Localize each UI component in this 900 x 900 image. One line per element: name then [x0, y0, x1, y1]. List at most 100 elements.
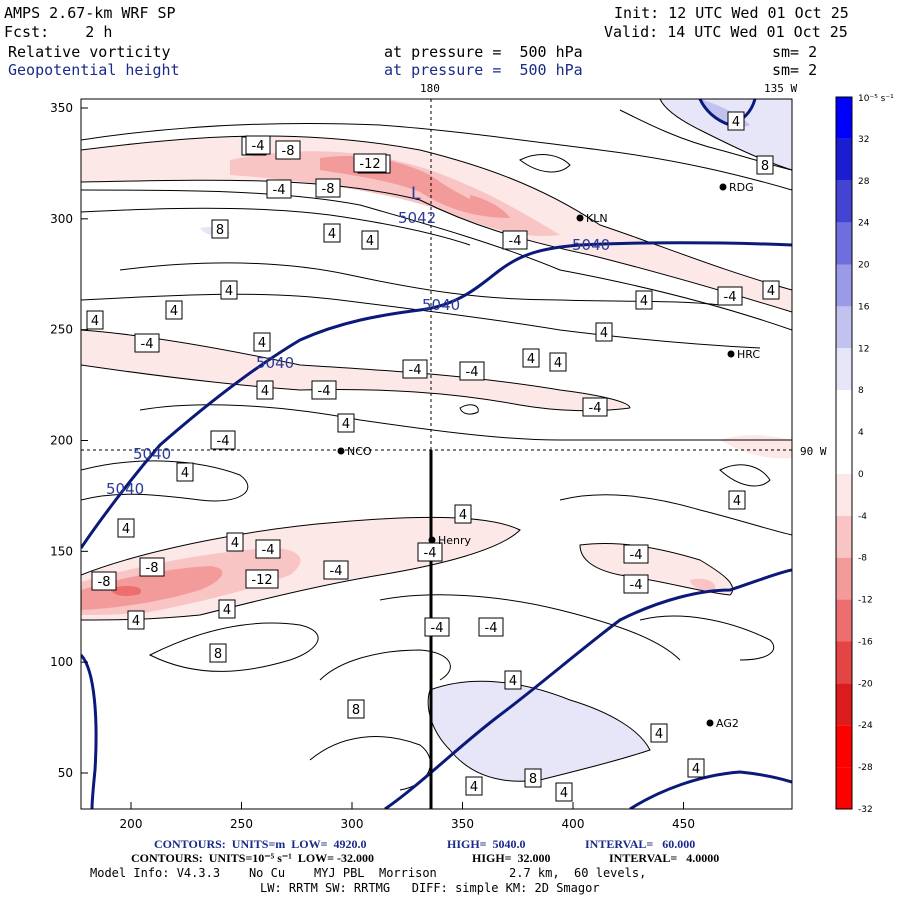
meridians: [81, 99, 792, 451]
y-tick-label: 150: [50, 544, 73, 558]
vorticity-contours: [81, 99, 792, 791]
svg-text:-4: -4: [252, 139, 265, 154]
footer-model-info: Model Info: V4.3.3 No Cu MYJ PBL Morriso…: [90, 866, 647, 880]
vort-contour-label: 8: [524, 768, 542, 788]
svg-text:4: 4: [91, 314, 99, 329]
vort-contour-label: 4: [256, 380, 274, 400]
colorbar-label: -4: [858, 512, 867, 522]
vort-contour-label: 4: [253, 332, 271, 352]
colorbar-label: 28: [858, 177, 870, 187]
vort-contour-label: 4: [454, 504, 472, 524]
y-tick-label: 100: [50, 655, 73, 669]
colorbar-label: 24: [858, 219, 870, 229]
vort-contour-label: -4: [134, 333, 160, 353]
svg-text:-4: -4: [141, 337, 154, 352]
model-title: AMPS 2.67-km WRF SP: [4, 4, 176, 22]
svg-text:8: 8: [216, 223, 224, 238]
footer-vort-interval: INTERVAL= 4.0000: [609, 851, 720, 865]
station-henry: Henry: [428, 534, 472, 547]
svg-text:4: 4: [122, 522, 130, 537]
vort-contour-label: 4: [127, 610, 145, 630]
height-label: 5042: [398, 209, 436, 227]
neg-vort-region: [81, 330, 630, 411]
colorbar-label: -20: [858, 679, 873, 689]
height-contours: [81, 99, 792, 809]
vort-contour-label: -8: [315, 178, 341, 198]
init-time: Init: 12 UTC Wed 01 Oct 25: [614, 4, 849, 22]
valid-time: Valid: 14 UTC Wed 01 Oct 25: [604, 23, 848, 41]
svg-text:RDG: RDG: [729, 181, 754, 194]
vort-contour-label: 4: [117, 518, 135, 538]
vort-contour-label: 4: [220, 280, 238, 300]
svg-text:4: 4: [527, 352, 535, 367]
vort-contour-label: -4: [717, 286, 743, 306]
svg-text:8: 8: [529, 772, 537, 787]
vort-contour-label: 4: [165, 300, 183, 320]
pos-vort-region: [428, 681, 650, 782]
svg-text:4: 4: [554, 356, 562, 371]
x-tick-label: 450: [672, 817, 695, 831]
footer-vort-contours: CONTOURS: UNITS=10⁻⁵ s⁻¹ LOW= -32.000: [131, 851, 375, 865]
svg-text:-4: -4: [273, 183, 286, 198]
x-axis: 200 250 300 350 400 450: [120, 802, 695, 831]
y-tick-label: 50: [58, 766, 73, 780]
vort-contour-label: -4: [582, 397, 608, 417]
vorticity-labels: -4 -8 -12 -4 -8 8 -4 4 4 4 -4 4 4 4 -4 4 4 4 4 -4 -4 4 -4 -4 4 -4…: [86, 111, 780, 802]
vort-contour-label: 4: [687, 758, 705, 778]
svg-text:-4: -4: [485, 621, 498, 636]
svg-text:-4: -4: [424, 546, 437, 561]
vort-contour-label: 4: [176, 462, 194, 482]
svg-text:4: 4: [342, 417, 350, 432]
y-tick-label: 300: [50, 212, 73, 226]
footer-height-interval: INTERVAL= 60.000: [585, 837, 696, 851]
svg-text:NCO: NCO: [347, 445, 372, 458]
svg-text:-4: -4: [630, 548, 643, 563]
svg-text:8: 8: [352, 703, 360, 718]
colorbar-unit: 10⁻⁵ s⁻¹: [858, 94, 894, 104]
vort-contour-label: -4: [623, 544, 649, 564]
colorbar-label: -12: [858, 596, 873, 606]
svg-text:-4: -4: [262, 543, 275, 558]
svg-text:-8: -8: [98, 575, 111, 590]
footer-vort-high: HIGH= 32.000: [472, 851, 551, 865]
field2-level: at pressure = 500 hPa: [384, 61, 583, 79]
svg-text:4: 4: [231, 536, 239, 551]
field2-smoothing: sm= 2: [772, 61, 818, 79]
svg-text:-12: -12: [359, 157, 380, 172]
svg-text:4: 4: [470, 780, 478, 795]
svg-text:-4: -4: [318, 384, 331, 399]
vort-contour-label: -4: [502, 230, 528, 250]
height-label: 5040: [133, 445, 171, 463]
svg-text:4: 4: [225, 284, 233, 299]
station-rdg: RDG: [719, 181, 754, 194]
vort-contour-label: 4: [226, 532, 244, 552]
svg-text:4: 4: [655, 727, 663, 742]
vort-contour-label: 8: [209, 643, 227, 663]
colorbar-label: 32: [858, 135, 869, 145]
vort-contour-label: 8: [211, 219, 229, 239]
svg-text:-4: -4: [431, 621, 444, 636]
vort-contour-label: -8: [139, 557, 165, 577]
vort-contour-label: -12: [245, 569, 279, 589]
vort-contour-label: -12: [353, 153, 387, 173]
svg-text:4: 4: [459, 508, 467, 523]
svg-text:4: 4: [258, 336, 266, 351]
height-labels: 5040 5040 5040 5040 5040 5042: [106, 209, 610, 498]
vort-contour-label: -4: [417, 542, 443, 562]
svg-text:KLN: KLN: [586, 212, 608, 225]
x-tick-label: 200: [120, 817, 143, 831]
y-tick-label: 250: [50, 323, 73, 337]
vort-contour-label: 4: [635, 290, 653, 310]
vort-contour-label: 4: [465, 776, 483, 796]
svg-text:Henry: Henry: [438, 534, 472, 547]
svg-text:-4: -4: [466, 365, 479, 380]
colorbar-label: -16: [858, 637, 873, 647]
colorbar-label: 20: [858, 261, 870, 271]
vort-contour-label: 4: [218, 599, 236, 619]
station-ag2: AG2: [706, 717, 739, 730]
vort-contour-label: 4: [504, 670, 522, 690]
colorbar-label: 16: [858, 302, 870, 312]
svg-text:4: 4: [600, 326, 608, 341]
low-pressure-mark: L: [411, 184, 421, 204]
